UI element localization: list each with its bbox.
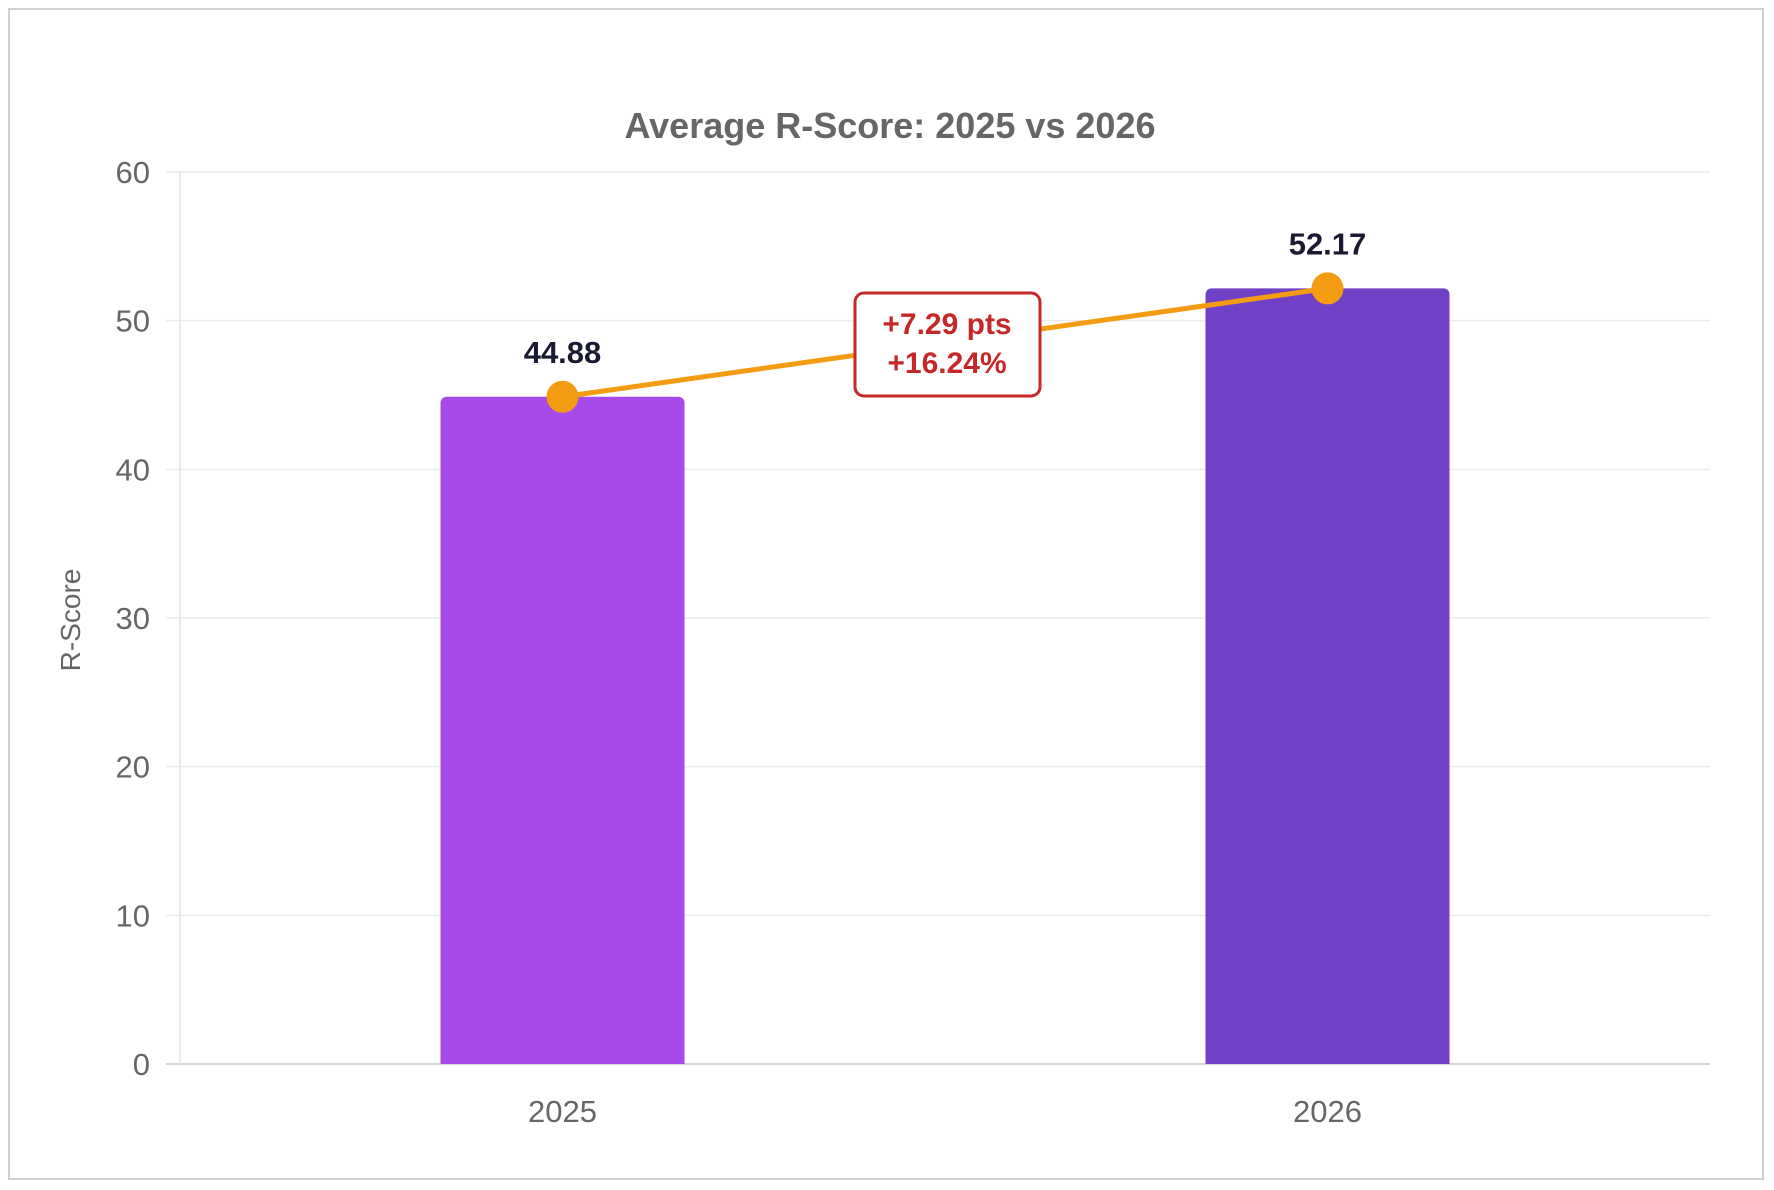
data-label-2026: 52.17 [1289,226,1367,261]
data-label-2025: 44.88 [524,335,602,370]
trend-point-2026 [1311,272,1344,305]
delta-percent-label: +16.24% [887,347,1006,380]
bars [440,288,1450,1064]
data-labels: 44.88 52.17 [524,226,1367,369]
bar-base-2026 [1205,1034,1450,1064]
chart-title: Average R-Score: 2025 vs 2026 [625,105,1156,146]
y-tick-label-0: 0 [133,1047,150,1082]
delta-points-label: +7.29 pts [882,308,1011,341]
y-tick-label-50: 50 [116,304,150,339]
x-axis-ticks: 2025 2026 [528,1094,1362,1129]
y-axis-title: R-Score [55,569,86,672]
y-tick-label-60: 60 [116,155,150,190]
bar-2026 [1205,288,1450,1064]
y-tick-label-40: 40 [116,452,150,487]
chart-card [8,8,1764,1180]
delta-annotation: +7.29 pts +16.24% [853,291,1042,398]
bar-base-2025 [440,1034,685,1064]
x-tick-label-2025: 2025 [528,1094,597,1129]
delta-annotation-box [853,291,1042,398]
bar-2025 [440,396,685,1064]
y-tick-label-20: 20 [116,750,150,785]
y-axis-ticks: 0 10 20 30 40 50 60 [116,155,150,1082]
trend-point-2025 [546,380,579,413]
y-tick-label-10: 10 [116,898,150,933]
x-tick-label-2026: 2026 [1293,1094,1362,1129]
y-tick-label-30: 30 [116,601,150,636]
